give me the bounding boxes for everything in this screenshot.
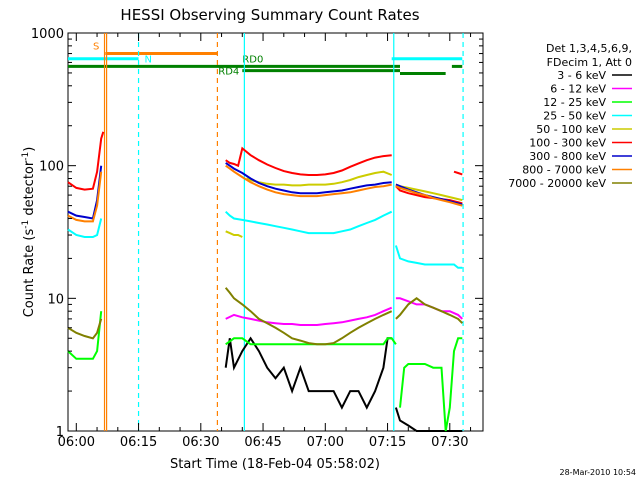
y-axis-ticks: 1 10 100 1000 (31, 27, 483, 440)
legend-entry-label: 50 - 100 keV (536, 123, 606, 136)
plot-area (67, 32, 484, 432)
y-axis-label-end: ) (22, 147, 37, 152)
series-line (224, 287, 393, 346)
y-tick-label: 1 (56, 425, 64, 440)
series-line (395, 183, 463, 202)
series-line (67, 318, 103, 340)
series-line (395, 297, 464, 324)
x-tick-label: 07:00 (307, 435, 344, 450)
legend-header-line2: FDecim 1, Att 0 (547, 56, 632, 69)
series-line (67, 131, 105, 191)
x-tick-label: 06:30 (182, 435, 219, 450)
series-line (67, 171, 103, 223)
x-tick-label: 06:00 (58, 435, 95, 450)
series-line (394, 245, 463, 269)
y-axis-label-sup1: -1 (21, 220, 31, 229)
legend-entry-label: 300 - 800 keV (529, 150, 606, 163)
y-tick-label: 10 (47, 292, 64, 307)
y-tick-label: 100 (39, 160, 64, 175)
series-line (225, 146, 392, 176)
legend-entry-label: 25 - 50 keV (543, 110, 606, 123)
series-line (399, 337, 463, 432)
legend-entry-label: 12 - 25 keV (543, 96, 606, 109)
state-bar-label: N (145, 55, 152, 66)
y-axis-label-mid: detector (22, 160, 37, 220)
legend-entry-label: 800 - 7000 keV (522, 164, 606, 177)
legend-entry-label: 3 - 6 keV (557, 69, 606, 82)
series-line (67, 218, 103, 238)
series-line (225, 230, 243, 238)
y-axis-label: Count Rate (s-1 detector-1) (21, 147, 37, 318)
legend: Det 1,3,4,5,6,9, FDecim 1, Att 0 3 - 6 k… (508, 42, 632, 190)
x-axis-ticks: 06:00 06:15 06:30 06:45 07:00 07:15 07:30 (58, 33, 472, 450)
y-axis-label-sup2: -1 (21, 152, 31, 161)
series-line (225, 162, 392, 195)
y-axis-label-main: Count Rate (s (22, 229, 37, 318)
legend-header-line1: Det 1,3,4,5,6,9, (546, 42, 632, 55)
chart-title: HESSI Observing Summary Count Rates (120, 6, 419, 24)
legend-entry-label: 6 - 12 keV (550, 83, 606, 96)
series-line (246, 170, 393, 187)
series-line (225, 164, 392, 198)
vertical-markers (103, 33, 464, 431)
state-bar-label: S (93, 42, 99, 53)
legend-entry-label: 7000 - 20000 keV (508, 177, 606, 190)
series-line (395, 185, 463, 207)
series-line (225, 210, 393, 235)
x-tick-label: 06:45 (244, 435, 281, 450)
series-lines (67, 131, 464, 432)
x-tick-label: 07:30 (431, 435, 468, 450)
x-axis-label: Start Time (18-Feb-04 05:58:02) (170, 457, 380, 472)
state-bar-label: RD4 (218, 67, 239, 78)
timestamp-label: 28-Mar-2010 10:54 (560, 468, 637, 477)
series-line (67, 311, 103, 360)
x-tick-label: 06:15 (120, 435, 157, 450)
series-line (394, 407, 463, 432)
series-line (453, 170, 463, 176)
y-tick-label: 1000 (31, 27, 64, 42)
state-bar-label: RD0 (242, 54, 263, 65)
plot-frame (67, 32, 484, 432)
legend-entry-label: 100 - 300 keV (529, 137, 606, 150)
x-tick-label: 07:15 (369, 435, 406, 450)
series-line (225, 306, 393, 326)
